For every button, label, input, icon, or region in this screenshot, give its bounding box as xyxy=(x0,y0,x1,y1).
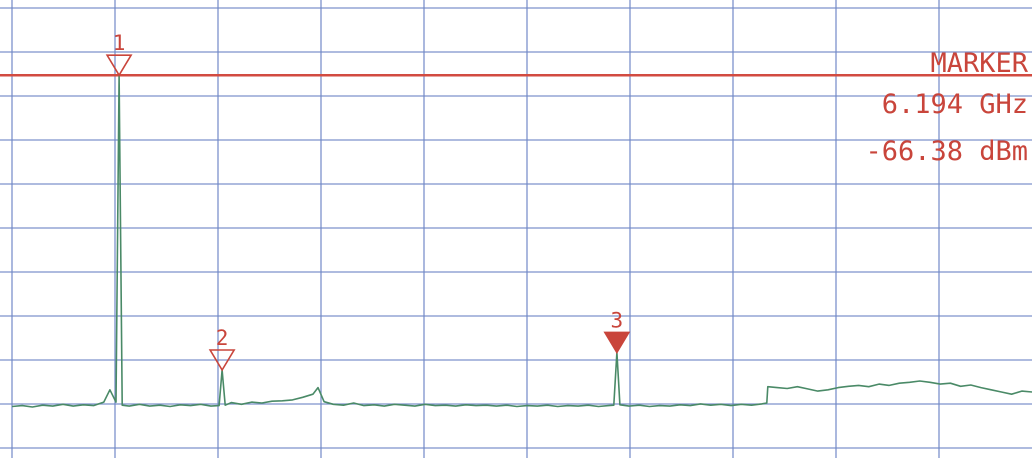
trace-line xyxy=(11,74,1032,408)
trace-group xyxy=(11,74,1032,408)
readout-title: MARKER xyxy=(930,48,1028,79)
markers-group: 1 2 3 xyxy=(105,31,631,372)
marker-readout: MARKER 6.194 GHz -66.38 dBm xyxy=(865,48,1028,167)
marker-1-label: 1 xyxy=(113,31,126,55)
readout-frequency: 6.194 GHz xyxy=(882,89,1028,120)
marker-1-triangle xyxy=(105,54,133,77)
marker-2-triangle xyxy=(208,349,236,372)
marker-3-triangle xyxy=(603,331,631,354)
marker-2-label: 2 xyxy=(216,326,229,350)
marker-3-label: 3 xyxy=(611,308,624,332)
readout-level: -66.38 dBm xyxy=(865,136,1028,167)
